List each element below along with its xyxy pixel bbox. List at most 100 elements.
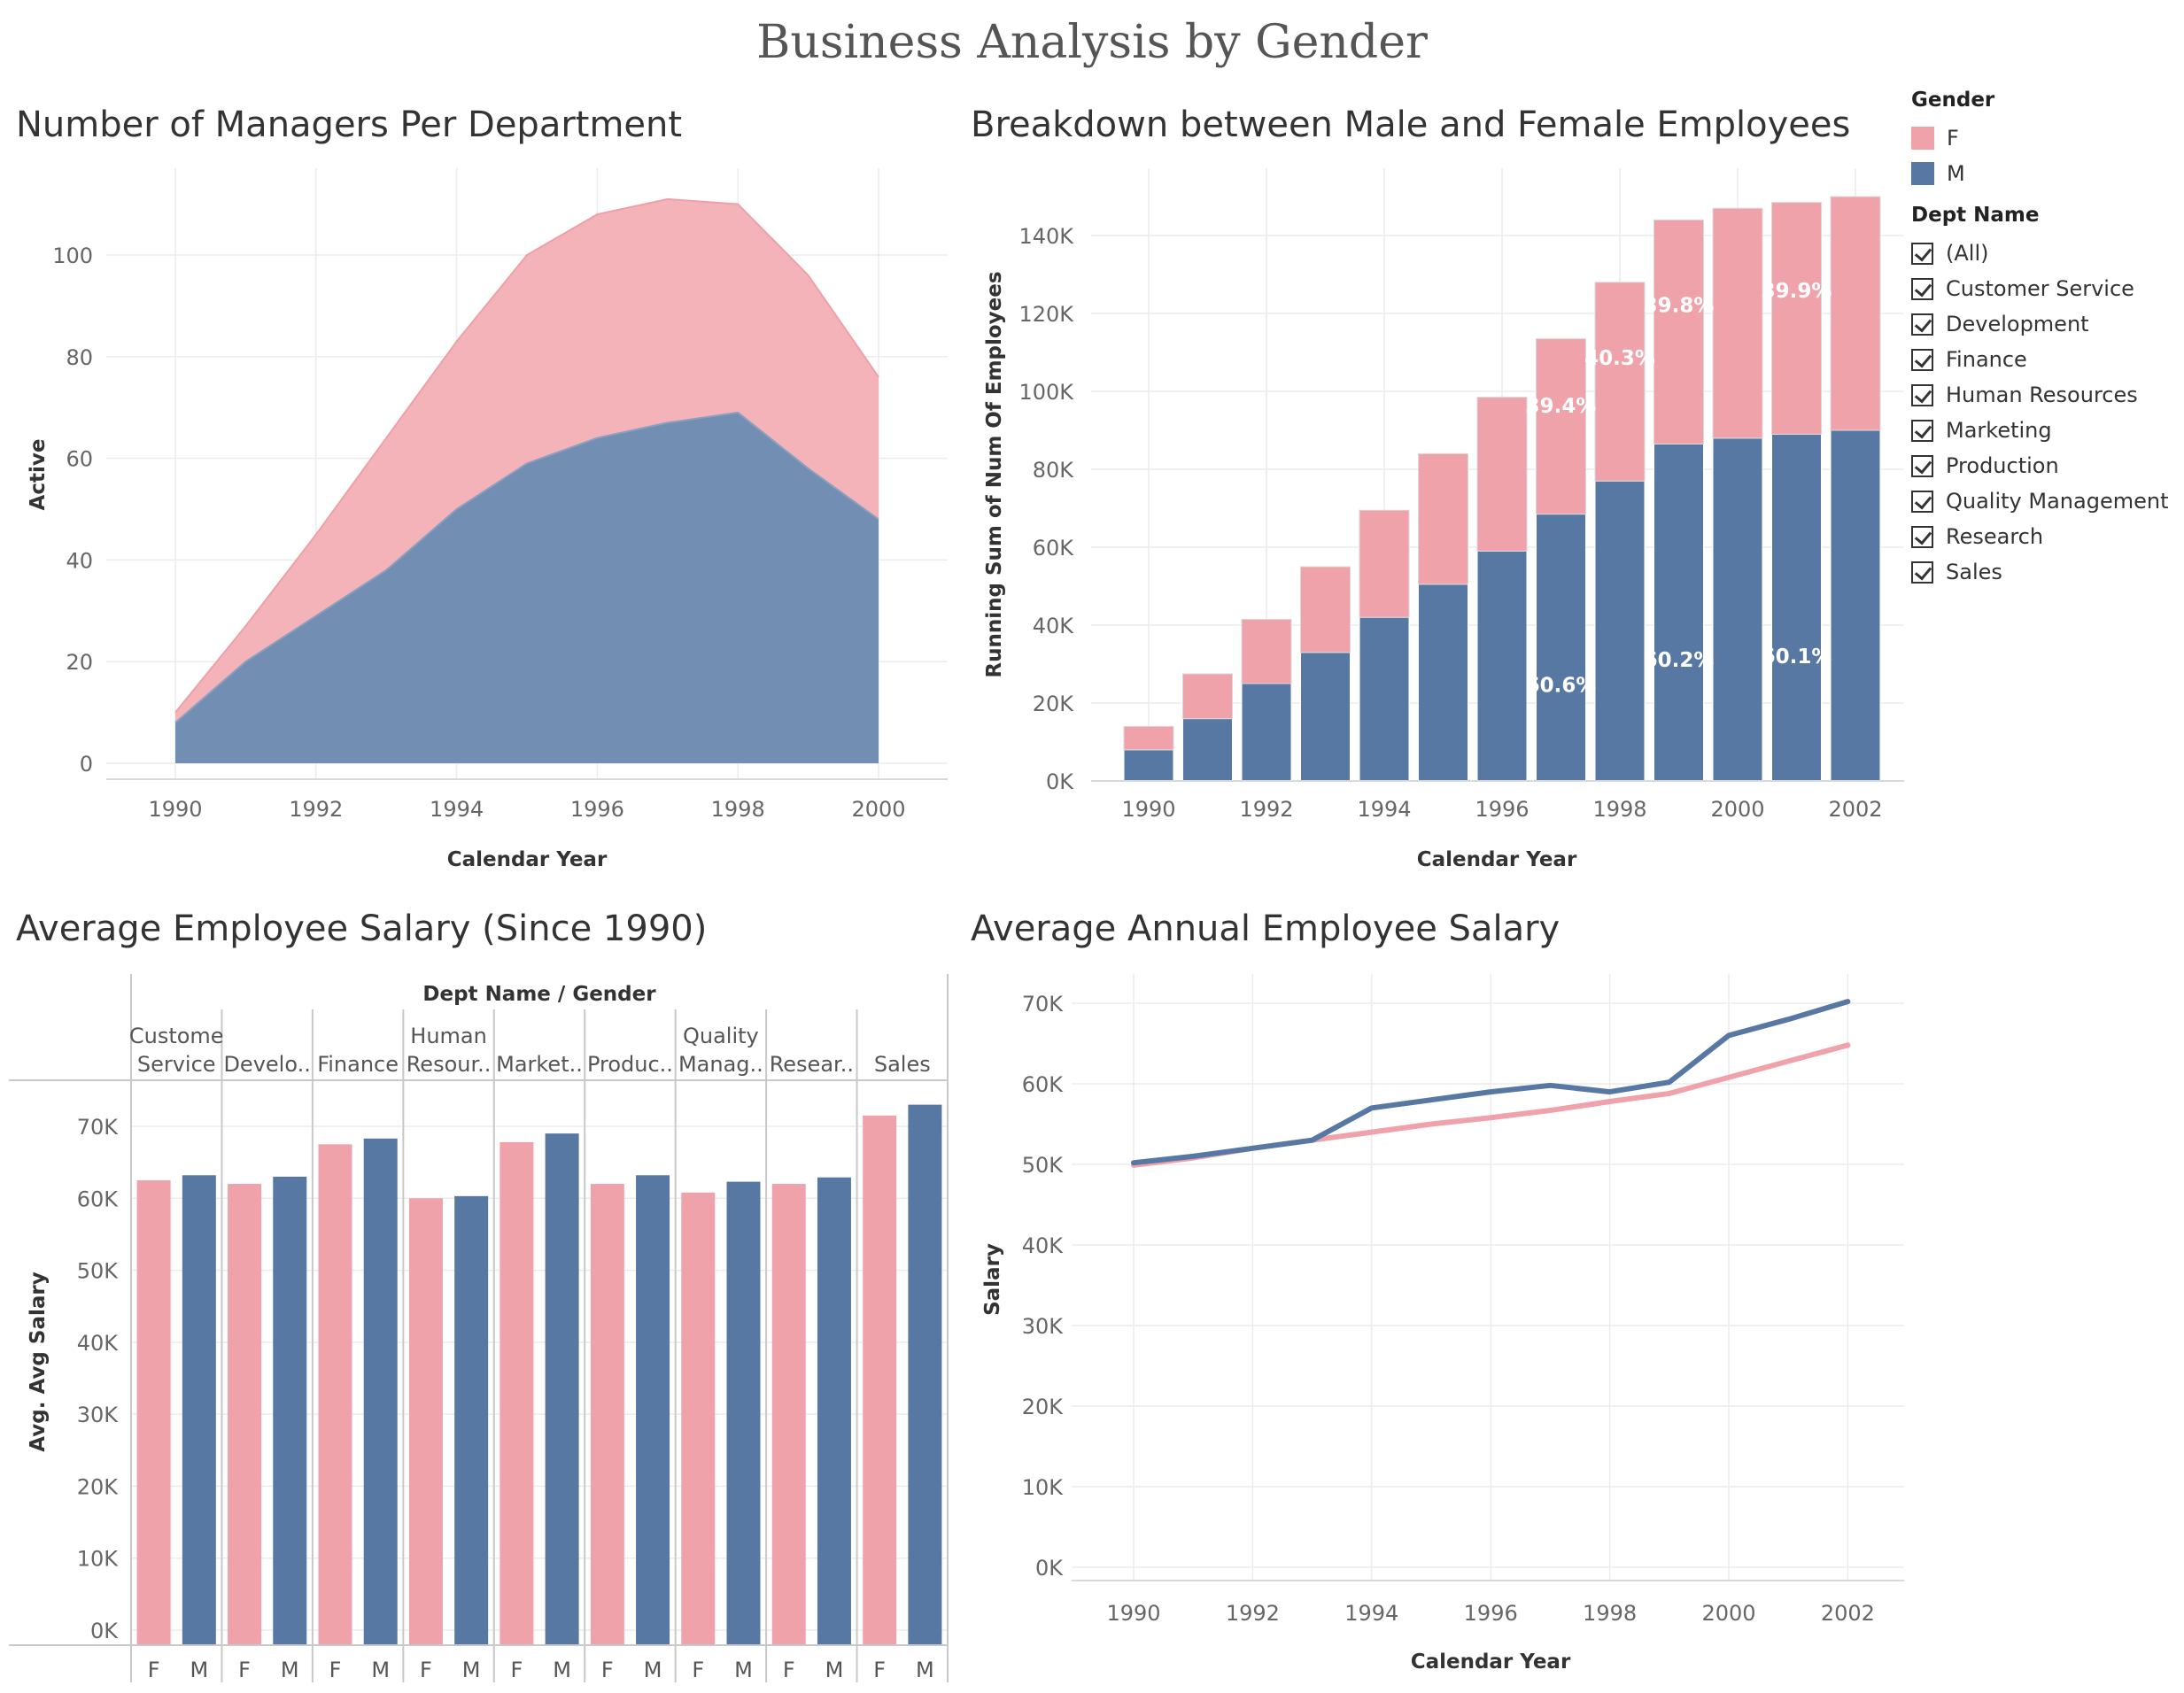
x-tick-label: 1992 bbox=[1226, 1601, 1280, 1626]
data-label: 39.9% bbox=[1762, 280, 1832, 303]
dept-filter-item[interactable]: Human Resources bbox=[1911, 377, 2168, 413]
y-tick-label: 40K bbox=[1033, 614, 1075, 638]
gender-label: M bbox=[553, 1658, 571, 1682]
bar-F bbox=[1771, 202, 1822, 435]
dept-salary-chart-title: Average Employee Salary (Since 1990) bbox=[16, 908, 708, 949]
dept-filter-label: Customer Service bbox=[1946, 276, 2134, 301]
x-tick-label: 1994 bbox=[1357, 797, 1411, 822]
y-tick-label: 40 bbox=[66, 548, 93, 573]
y-tick-label: 20K bbox=[1022, 1395, 1065, 1419]
data-label: 60.1% bbox=[1762, 646, 1832, 669]
gender-label: M bbox=[825, 1658, 844, 1682]
area-series-F bbox=[175, 198, 879, 723]
gender-label: M bbox=[916, 1658, 934, 1682]
bar-F bbox=[771, 1184, 806, 1645]
x-tick-label: 1994 bbox=[430, 797, 484, 822]
checkbox-checked-icon[interactable] bbox=[1911, 242, 1933, 265]
y-tick-label: 120K bbox=[1018, 302, 1074, 327]
checkbox-checked-icon[interactable] bbox=[1911, 525, 1933, 548]
dept-filter-label: Production bbox=[1946, 453, 2059, 478]
checkbox-checked-icon[interactable] bbox=[1911, 560, 1933, 584]
x-axis-title: Calendar Year bbox=[1417, 848, 1577, 871]
y-tick-label: 20K bbox=[77, 1474, 120, 1499]
bar-F bbox=[136, 1179, 171, 1645]
dept-filter[interactable]: (All) Customer Service Development Finance H… bbox=[1911, 236, 2168, 590]
area-series-M bbox=[175, 412, 879, 763]
bar-F bbox=[1182, 673, 1233, 720]
gender-label: F bbox=[692, 1658, 704, 1682]
data-label: 60.6% bbox=[1526, 674, 1597, 697]
dept-filter-label: Sales bbox=[1946, 560, 2002, 584]
bar-F bbox=[500, 1141, 534, 1645]
dept-label: Human bbox=[410, 1024, 487, 1048]
y-tick-label: 100K bbox=[1018, 380, 1074, 405]
bar-F bbox=[228, 1184, 262, 1645]
dashboard-title: Business Analysis by Gender bbox=[756, 16, 1428, 69]
dept-filter-item[interactable]: Customer Service bbox=[1911, 271, 2168, 306]
checkbox-checked-icon[interactable] bbox=[1911, 313, 1933, 336]
checkbox-checked-icon[interactable] bbox=[1911, 419, 1933, 442]
data-label: 39.8% bbox=[1644, 295, 1715, 318]
x-tick-label: 1992 bbox=[1239, 797, 1293, 822]
y-axis-title: Active bbox=[27, 439, 50, 511]
bar-M bbox=[1476, 550, 1528, 782]
dept-filter-item[interactable]: Marketing bbox=[1911, 413, 2168, 448]
x-tick-label: 2002 bbox=[1821, 1601, 1875, 1626]
dept-filter-label: Marketing bbox=[1946, 418, 2052, 443]
legend-label: F bbox=[1947, 126, 1959, 151]
y-tick-label: 30K bbox=[1022, 1314, 1065, 1339]
y-tick-label: 0K bbox=[1035, 1556, 1064, 1581]
checkbox-checked-icon[interactable] bbox=[1911, 277, 1933, 300]
x-tick-label: 2000 bbox=[1701, 1601, 1755, 1626]
y-tick-label: 80 bbox=[66, 345, 93, 370]
y-tick-label: 10K bbox=[1022, 1475, 1065, 1500]
data-label: 60.2% bbox=[1644, 649, 1715, 672]
x-tick-label: 1994 bbox=[1344, 1601, 1398, 1626]
breakdown-chart-title: Breakdown between Male and Female Employ… bbox=[971, 104, 1851, 145]
y-tick-label: 0 bbox=[80, 752, 93, 777]
bar-F bbox=[1830, 196, 1881, 431]
dept-filter-item[interactable]: (All) bbox=[1911, 236, 2168, 271]
gender-label: M bbox=[371, 1658, 390, 1682]
checkbox-checked-icon[interactable] bbox=[1911, 454, 1933, 477]
dept-label: Finance bbox=[317, 1052, 399, 1077]
dept-filter-item[interactable]: Sales bbox=[1911, 554, 2168, 590]
bar-F bbox=[590, 1184, 624, 1645]
gender-legend-item-f[interactable]: F bbox=[1911, 120, 2168, 156]
x-axis-title: Calendar Year bbox=[1411, 1650, 1571, 1674]
dept-filter-label: Finance bbox=[1946, 347, 2027, 372]
gender-label: F bbox=[148, 1658, 160, 1682]
y-tick-label: 50K bbox=[77, 1259, 120, 1284]
dept-filter-label: (All) bbox=[1946, 241, 1989, 266]
bar-M bbox=[182, 1175, 216, 1645]
checkbox-checked-icon[interactable] bbox=[1911, 383, 1933, 406]
dept-filter-header: Dept Name bbox=[1911, 204, 2040, 227]
bar-F bbox=[1536, 338, 1586, 515]
gender-label: M bbox=[462, 1658, 481, 1682]
y-tick-label: 70K bbox=[1022, 992, 1065, 1017]
dept-filter-item[interactable]: Production bbox=[1911, 448, 2168, 483]
checkbox-checked-icon[interactable] bbox=[1911, 348, 1933, 371]
gender-label: F bbox=[873, 1658, 886, 1682]
bar-M bbox=[817, 1177, 851, 1645]
dept-filter-item[interactable]: Quality Management bbox=[1911, 483, 2168, 519]
checkbox-checked-icon[interactable] bbox=[1911, 490, 1933, 513]
dept-filter-item[interactable]: Finance bbox=[1911, 342, 2168, 377]
dept-filter-item[interactable]: Research bbox=[1911, 519, 2168, 554]
area-line-F bbox=[174, 197, 879, 714]
legend-swatch bbox=[1911, 127, 1934, 150]
dept-label: Service bbox=[137, 1052, 216, 1077]
bar-M bbox=[1536, 514, 1586, 782]
gender-legend-item-m[interactable]: M bbox=[1911, 156, 2168, 191]
x-tick-label: 1996 bbox=[1475, 797, 1529, 822]
dept-filter-item[interactable]: Development bbox=[1911, 306, 2168, 342]
column-header: Dept Name / Gender bbox=[422, 983, 656, 1006]
dept-label: Manag.. bbox=[678, 1052, 763, 1077]
bar-M bbox=[908, 1104, 942, 1645]
x-tick-label: 1998 bbox=[1592, 797, 1646, 822]
bar-M bbox=[454, 1195, 489, 1645]
y-tick-label: 0K bbox=[90, 1619, 119, 1643]
gender-label: M bbox=[281, 1658, 299, 1682]
